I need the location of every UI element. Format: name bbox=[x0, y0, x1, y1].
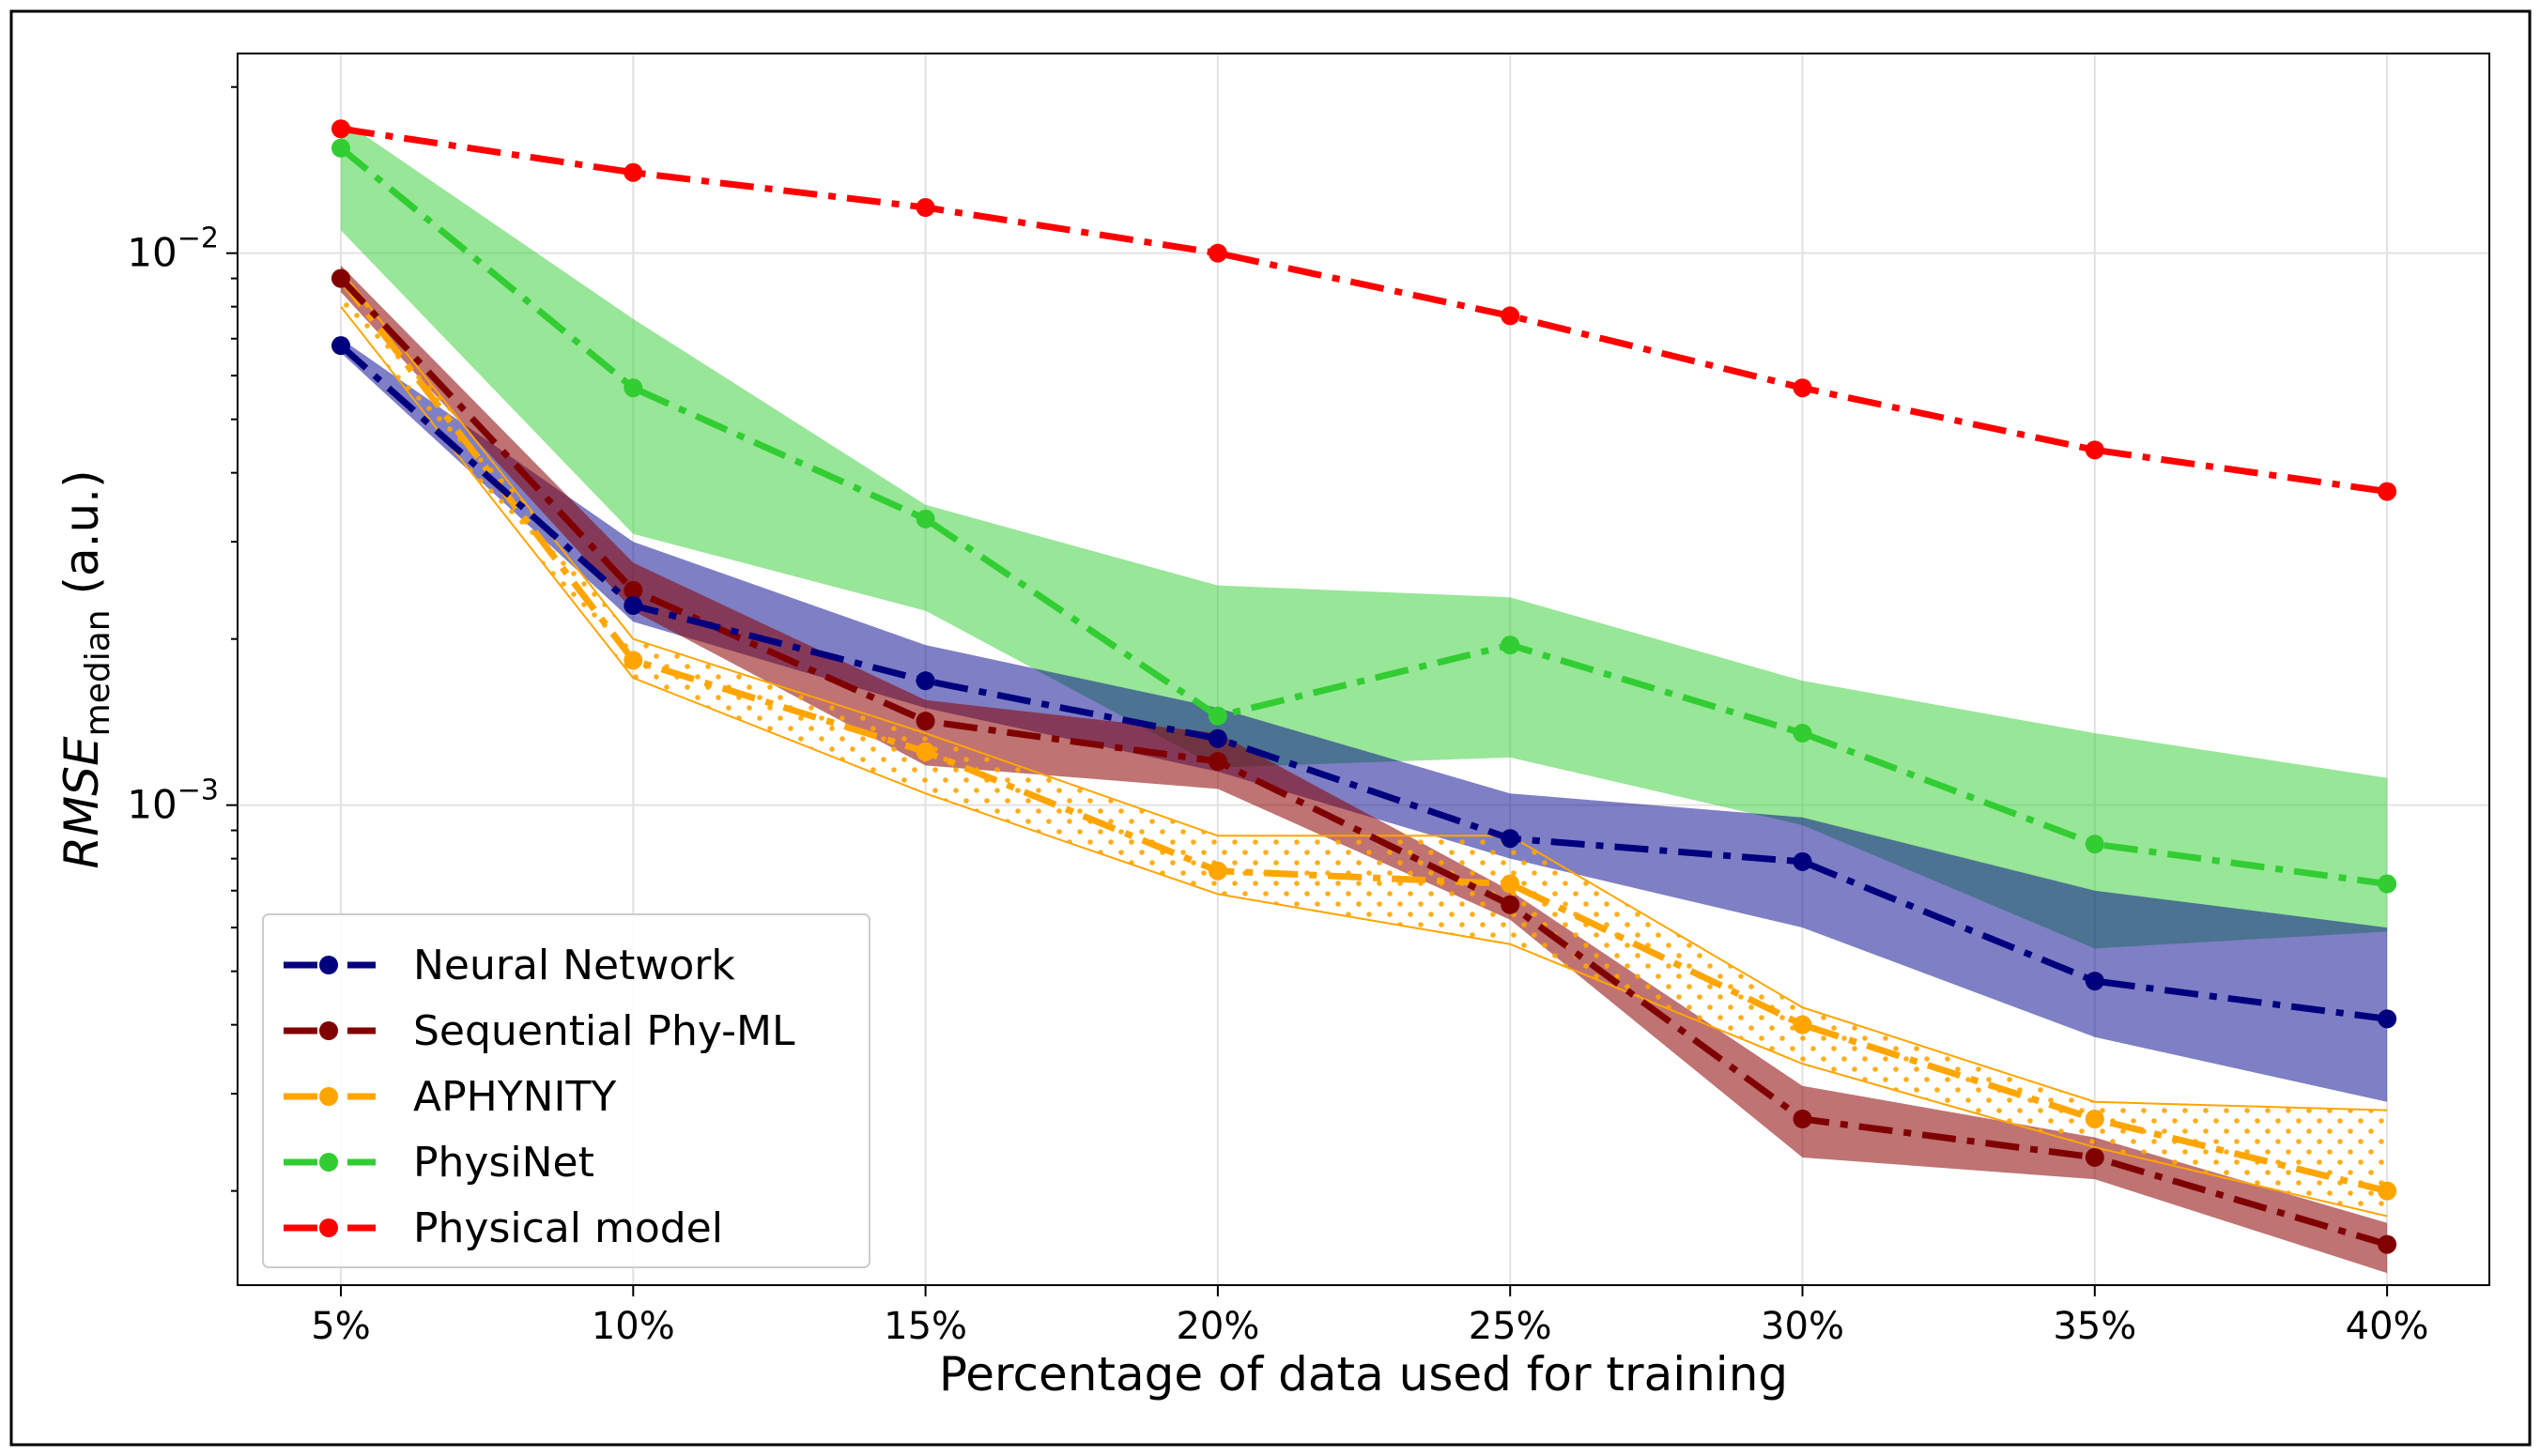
legend-label-neural-network: Neural Network bbox=[413, 942, 735, 989]
marker-physinet bbox=[1501, 636, 1520, 655]
legend-marker-physinet bbox=[319, 1153, 338, 1172]
marker-sequential-phy-ml bbox=[331, 268, 350, 288]
legend-marker-physical-model bbox=[319, 1218, 338, 1237]
marker-aphynity bbox=[2085, 1110, 2104, 1129]
marker-neural-network bbox=[1501, 829, 1520, 849]
legend-label-aphynity: APHYNITY bbox=[413, 1073, 616, 1121]
y-axis-label-suffix: (a.u.) bbox=[54, 469, 109, 609]
y-tick-base: 10 bbox=[127, 782, 177, 828]
marker-aphynity bbox=[624, 651, 643, 670]
marker-physinet bbox=[331, 138, 350, 158]
legend-label-physinet: PhysiNet bbox=[413, 1139, 594, 1187]
band-aphynity-hatch bbox=[341, 270, 2388, 1217]
line-neural-network bbox=[338, 343, 2388, 1022]
marker-physical-model bbox=[1208, 243, 1227, 263]
marker-aphynity bbox=[1208, 861, 1227, 881]
marker-physinet bbox=[2085, 835, 2104, 854]
marker-sequential-phy-ml bbox=[1208, 752, 1227, 772]
marker-physical-model bbox=[2378, 482, 2397, 501]
marker-aphynity bbox=[1501, 874, 1520, 894]
band-neural-network bbox=[341, 338, 2388, 1102]
axis-ticks: 5% 10% 15% 20% 25% 30% 35% 40%10−210−3 bbox=[127, 85, 2429, 1348]
x-tick-label: 15% bbox=[884, 1305, 967, 1348]
marker-sequential-phy-ml bbox=[1793, 1110, 1812, 1129]
x-tick-label: 30% bbox=[1761, 1305, 1844, 1348]
legend-marker-neural-network bbox=[319, 956, 338, 974]
marker-physical-model bbox=[2085, 440, 2104, 460]
marker-sequential-phy-ml bbox=[2085, 1147, 2104, 1167]
legend-label-sequential-phy-ml: Sequential Phy-ML bbox=[413, 1007, 795, 1055]
marker-physinet bbox=[624, 378, 643, 398]
x-tick-label: 35% bbox=[2053, 1305, 2136, 1348]
confidence-bands bbox=[340, 118, 2388, 1274]
marker-physical-model bbox=[624, 162, 643, 182]
marker-aphynity bbox=[916, 742, 935, 761]
marker-aphynity bbox=[1793, 1015, 1812, 1035]
series-lines bbox=[331, 119, 2397, 1254]
marker-neural-network bbox=[2378, 1009, 2397, 1029]
marker-sequential-phy-ml bbox=[2378, 1234, 2397, 1254]
legend-marker-sequential-phy-ml bbox=[319, 1021, 338, 1040]
y-tick-base: 10 bbox=[127, 230, 177, 276]
y-axis-label-main: RMSE bbox=[54, 736, 109, 869]
marker-physical-model bbox=[1793, 378, 1812, 398]
y-axis-label-subscript: median bbox=[79, 609, 117, 736]
marker-sequential-phy-ml bbox=[916, 712, 935, 731]
x-tick-label: 40% bbox=[2346, 1305, 2429, 1348]
band-sequential-phy-ml bbox=[341, 265, 2388, 1274]
y-tick-exponent: −3 bbox=[177, 774, 219, 807]
line-physinet bbox=[338, 146, 2388, 888]
band-aphynity-lower-edge bbox=[340, 306, 2388, 1218]
x-tick-label: 5% bbox=[311, 1305, 370, 1348]
marker-neural-network bbox=[2085, 972, 2104, 991]
legend: Neural Network Sequential Phy-ML APHYNITY P… bbox=[262, 913, 870, 1268]
marker-sequential-phy-ml bbox=[624, 580, 643, 600]
x-tick-label: 25% bbox=[1469, 1305, 1552, 1348]
marker-physical-model bbox=[1501, 306, 1520, 326]
marker-physinet bbox=[1208, 706, 1227, 726]
y-tick-label: 10−3 bbox=[127, 774, 219, 828]
y-axis-label: RMSEmedian (a.u.) bbox=[54, 469, 117, 868]
legend-box bbox=[262, 913, 870, 1268]
x-tick-label: 20% bbox=[1176, 1305, 1259, 1348]
x-tick-label: 10% bbox=[592, 1305, 675, 1348]
marker-neural-network bbox=[331, 336, 350, 356]
band-aphynity-upper-edge bbox=[340, 269, 2388, 1111]
legend-marker-aphynity bbox=[319, 1087, 338, 1106]
marker-neural-network bbox=[1793, 851, 1812, 871]
marker-physinet bbox=[1793, 724, 1812, 743]
marker-neural-network bbox=[624, 595, 643, 615]
y-tick-exponent: −2 bbox=[177, 222, 219, 255]
line-aphynity bbox=[338, 276, 2388, 1195]
marker-neural-network bbox=[916, 671, 935, 691]
legend-label-physical-model: Physical model bbox=[413, 1204, 723, 1252]
marker-physinet bbox=[916, 509, 935, 529]
y-tick-label: 10−2 bbox=[127, 222, 219, 276]
marker-physical-model bbox=[916, 198, 935, 218]
plot-area-border bbox=[237, 53, 2490, 1286]
marker-aphynity bbox=[2378, 1181, 2397, 1201]
x-axis-label: Percentage of data used for training bbox=[939, 1347, 1788, 1402]
marker-neural-network bbox=[1208, 728, 1227, 748]
marker-sequential-phy-ml bbox=[1501, 895, 1520, 914]
line-physical-model bbox=[340, 125, 2388, 496]
band-physinet bbox=[341, 118, 2388, 949]
marker-physical-model bbox=[331, 119, 350, 139]
marker-physinet bbox=[2378, 874, 2397, 894]
